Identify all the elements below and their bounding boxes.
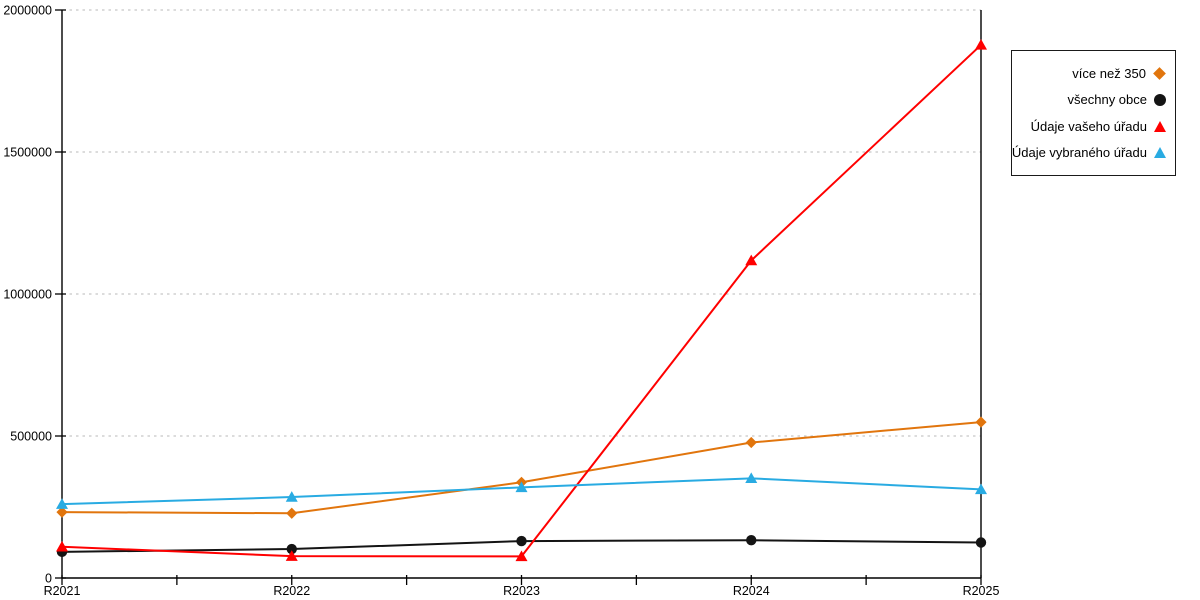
y-tick-label: 0 <box>45 572 52 586</box>
data-point-circle <box>286 543 297 555</box>
legend-label: Údaje vybraného úřadu <box>1011 145 1147 161</box>
data-point-triangle <box>56 498 68 509</box>
y-tick-label: 1500000 <box>3 146 52 160</box>
triangle-icon <box>1154 147 1166 159</box>
legend-item-udaje-vaseho-uradu[interactable]: Údaje vašeho úřadu <box>1031 120 1166 133</box>
data-point-triangle <box>515 481 528 493</box>
data-point-triangle <box>975 483 987 495</box>
x-tick-label: R2023 <box>503 584 540 598</box>
circle-icon <box>1154 93 1166 106</box>
data-point-triangle <box>285 550 298 561</box>
data-point-triangle <box>745 254 758 266</box>
x-tick-label: R2024 <box>733 584 770 598</box>
legend-item-udaje-vybraneho-uradu[interactable]: Údaje vybraného úřadu <box>1012 146 1166 159</box>
data-point-circle <box>516 535 527 547</box>
data-point-triangle <box>515 550 528 562</box>
y-tick-label: 2000000 <box>3 4 52 18</box>
data-point-diamond <box>745 436 757 449</box>
data-point-diamond <box>975 416 987 428</box>
data-point-circle <box>975 537 987 548</box>
y-tick-label: 500000 <box>10 430 52 444</box>
data-point-circle <box>746 535 757 546</box>
triangle-icon <box>1154 120 1166 132</box>
data-point-triangle <box>56 540 68 552</box>
legend-label: Údaje vašeho úřadu <box>1030 118 1147 134</box>
legend-label: všechny obce <box>1067 92 1148 108</box>
y-tick-label: 1000000 <box>3 288 52 302</box>
data-point-diamond <box>286 507 298 519</box>
legend-label: více než 350 <box>1072 65 1146 81</box>
legend-item-vsechny-obce[interactable]: všechny obce <box>1067 92 1166 108</box>
data-point-triangle <box>745 472 758 484</box>
data-point-triangle <box>285 491 298 502</box>
diamond-icon <box>1153 66 1166 80</box>
x-tick-label: R2022 <box>273 584 310 598</box>
x-tick-label: R2021 <box>44 584 81 598</box>
data-point-triangle <box>975 39 987 50</box>
data-point-diamond <box>56 506 68 518</box>
x-tick-label: R2025 <box>963 584 1000 598</box>
legend: více než 350 všechny obce Údaje vašeho ú… <box>1011 50 1176 176</box>
legend-item-vice-nez-350[interactable]: více než 350 <box>1072 67 1166 80</box>
